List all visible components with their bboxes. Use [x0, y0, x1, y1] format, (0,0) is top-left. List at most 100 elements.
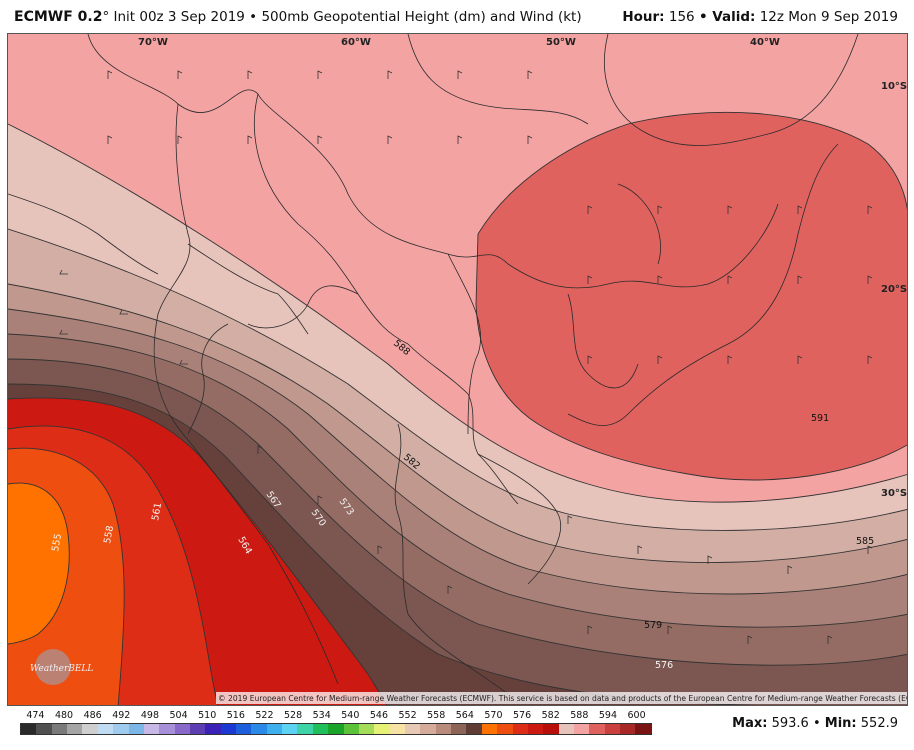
lat-label-10s: 10°S: [881, 81, 907, 92]
colorbar-swatch: [512, 724, 528, 734]
logo-text: WeatherBELL: [30, 664, 93, 674]
colorbar-swatch: [128, 724, 144, 734]
colorbar-label: 546: [369, 710, 389, 721]
colorbar-swatch: [635, 724, 651, 734]
colorbar-swatch: [481, 724, 498, 734]
colorbar-swatch: [435, 724, 452, 734]
colorbar-swatch: [174, 724, 190, 734]
colorbar: [20, 723, 652, 735]
colorbar-label: 570: [484, 710, 503, 721]
colorbar-swatch: [389, 724, 405, 734]
colorbar-label: 486: [83, 710, 102, 721]
colorbar-label: 474: [26, 710, 45, 721]
valid-label: • Valid:: [698, 9, 756, 25]
separator: •: [812, 716, 821, 731]
country-borders: [8, 34, 859, 695]
colorbar-swatch: [573, 724, 590, 734]
min-label: Min:: [824, 716, 857, 731]
colorbar-swatch: [312, 724, 329, 734]
colorbar-swatch: [205, 724, 221, 734]
copyright-strip: [216, 692, 907, 704]
model-name: ECMWF 0.2: [14, 9, 103, 25]
lon-label-70w: 70°W: [138, 37, 168, 48]
map-title: ECMWF 0.2° Init 00z 3 Sep 2019 • 500mb G…: [14, 9, 582, 25]
colorbar-label: 504: [169, 710, 188, 721]
lon-label-60w: 60°W: [341, 37, 371, 48]
contour-label-576: 576: [655, 660, 673, 671]
min-value: 552.9: [860, 716, 898, 731]
hour-value: 156: [668, 9, 695, 25]
colorbar-label: 564: [455, 710, 474, 721]
colorbar-swatch: [358, 724, 375, 734]
weather-map: 70°W 60°W 50°W 40°W 10°S 20°S 30°S 555 5…: [7, 33, 908, 706]
colorbar-swatch: [451, 724, 467, 734]
colorbar-swatch: [589, 724, 605, 734]
weatherbell-logo: WeatherBELL: [30, 649, 93, 685]
colorbar-swatch: [251, 724, 267, 734]
colorbar-swatch: [497, 724, 513, 734]
colorbar-swatch: [97, 724, 114, 734]
contour-label-561: 561: [150, 502, 164, 522]
colorbar-label: 600: [627, 710, 646, 721]
colorbar-swatch: [236, 724, 252, 734]
init-description: Init 00z 3 Sep 2019 • 500mb Geopotential…: [109, 9, 582, 25]
colorbar-label: 510: [198, 710, 217, 721]
colorbar-swatch: [266, 724, 283, 734]
colorbar-swatch: [189, 724, 206, 734]
height-fill-555: [8, 483, 70, 644]
colorbar-label: 516: [226, 710, 245, 721]
colorbar-swatch: [36, 724, 52, 734]
max-min-readout: Max: 593.6 • Min: 552.9: [732, 716, 898, 731]
colorbar-label: 534: [312, 710, 331, 721]
colorbar-label: 480: [54, 710, 74, 721]
colorbar-swatch: [527, 724, 544, 734]
valid-value: 12z Mon 9 Sep 2019: [759, 9, 898, 25]
map-svg: 70°W 60°W 50°W 40°W 10°S 20°S 30°S 555 5…: [8, 34, 908, 705]
colorbar-swatch: [82, 724, 98, 734]
colorbar-label: 492: [112, 710, 131, 721]
colorbar-swatch: [543, 724, 559, 734]
colorbar-swatch: [220, 724, 237, 734]
colorbar-swatch: [67, 724, 83, 734]
colorbar-label: 558: [427, 710, 446, 721]
contour-label-555: 555: [50, 533, 64, 553]
colorbar-labels: 474 480 486 492 498 504 510 516 522 528 534 540 546 5…: [20, 710, 660, 722]
colorbar-swatch: [374, 724, 390, 734]
colorbar-swatch: [143, 724, 160, 734]
lon-label-40w: 40°W: [750, 37, 780, 48]
max-label: Max:: [732, 716, 768, 731]
colorbar-swatch: [328, 724, 344, 734]
colorbar-label: 588: [570, 710, 589, 721]
wind-barbs: [59, 70, 873, 644]
copyright-text: © 2019 European Centre for Medium-range …: [218, 694, 908, 703]
contour-label-558: 558: [102, 525, 116, 545]
colorbar-swatch: [282, 724, 298, 734]
contour-lines: [8, 111, 907, 705]
colorbar-swatch: [159, 724, 175, 734]
colorbar-label: 522: [255, 710, 274, 721]
hour-label: Hour:: [622, 9, 665, 25]
colorbar-swatch: [558, 724, 574, 734]
contour-label-591: 591: [811, 413, 829, 424]
degree-symbol: °: [102, 9, 110, 25]
valid-time: Hour: 156 • Valid: 12z Mon 9 Sep 2019: [622, 9, 898, 25]
colorbar-swatch: [297, 724, 313, 734]
colorbar-label: 576: [512, 710, 532, 721]
contour-label-579: 579: [644, 620, 662, 631]
colorbar-label: 582: [541, 710, 560, 721]
colorbar-label: 498: [140, 710, 159, 721]
colorbar-swatch: [604, 724, 621, 734]
colorbar-swatch: [420, 724, 436, 734]
contour-label-585: 585: [856, 536, 874, 547]
colorbar-swatch: [113, 724, 129, 734]
colorbar-label: 540: [341, 710, 360, 721]
colorbar-label: 528: [283, 710, 303, 721]
colorbar-label: 594: [598, 710, 618, 721]
max-value: 593.6: [771, 716, 809, 731]
lon-label-50w: 50°W: [546, 37, 576, 48]
colorbar-swatch: [21, 724, 37, 734]
lat-label-20s: 20°S: [881, 284, 907, 295]
title-bar: ECMWF 0.2° Init 00z 3 Sep 2019 • 500mb G…: [0, 0, 914, 34]
colorbar-swatch: [343, 724, 359, 734]
colorbar-swatch: [51, 724, 68, 734]
